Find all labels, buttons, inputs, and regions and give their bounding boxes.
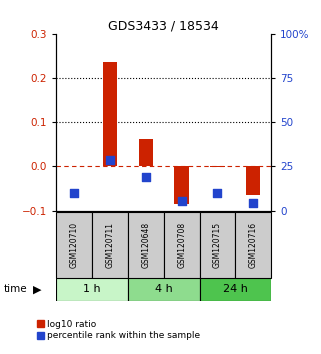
Bar <box>128 278 200 301</box>
Text: time: time <box>3 284 27 295</box>
Bar <box>103 62 117 166</box>
Point <box>107 157 112 163</box>
Text: GSM120716: GSM120716 <box>249 222 258 268</box>
Text: ▶: ▶ <box>33 284 41 295</box>
Text: GSM120710: GSM120710 <box>70 222 79 268</box>
Bar <box>56 278 128 301</box>
Text: 4 h: 4 h <box>155 284 173 295</box>
Point <box>143 174 148 179</box>
Bar <box>210 166 225 167</box>
Legend: log10 ratio, percentile rank within the sample: log10 ratio, percentile rank within the … <box>37 320 201 340</box>
Text: GSM120715: GSM120715 <box>213 222 222 268</box>
Bar <box>164 212 200 278</box>
Bar <box>92 212 128 278</box>
Text: GSM120648: GSM120648 <box>141 222 150 268</box>
Title: GDS3433 / 18534: GDS3433 / 18534 <box>108 19 219 33</box>
Bar <box>200 212 235 278</box>
Text: GSM120708: GSM120708 <box>177 222 186 268</box>
Point <box>215 190 220 196</box>
Bar <box>128 212 164 278</box>
Text: 24 h: 24 h <box>223 284 248 295</box>
Point <box>72 190 77 196</box>
Bar <box>200 278 271 301</box>
Bar <box>235 212 271 278</box>
Bar <box>246 166 260 195</box>
Bar <box>56 212 92 278</box>
Bar <box>175 166 189 204</box>
Text: GSM120711: GSM120711 <box>105 222 115 268</box>
Text: 1 h: 1 h <box>83 284 101 295</box>
Bar <box>139 139 153 166</box>
Point <box>179 198 184 204</box>
Point <box>251 200 256 205</box>
